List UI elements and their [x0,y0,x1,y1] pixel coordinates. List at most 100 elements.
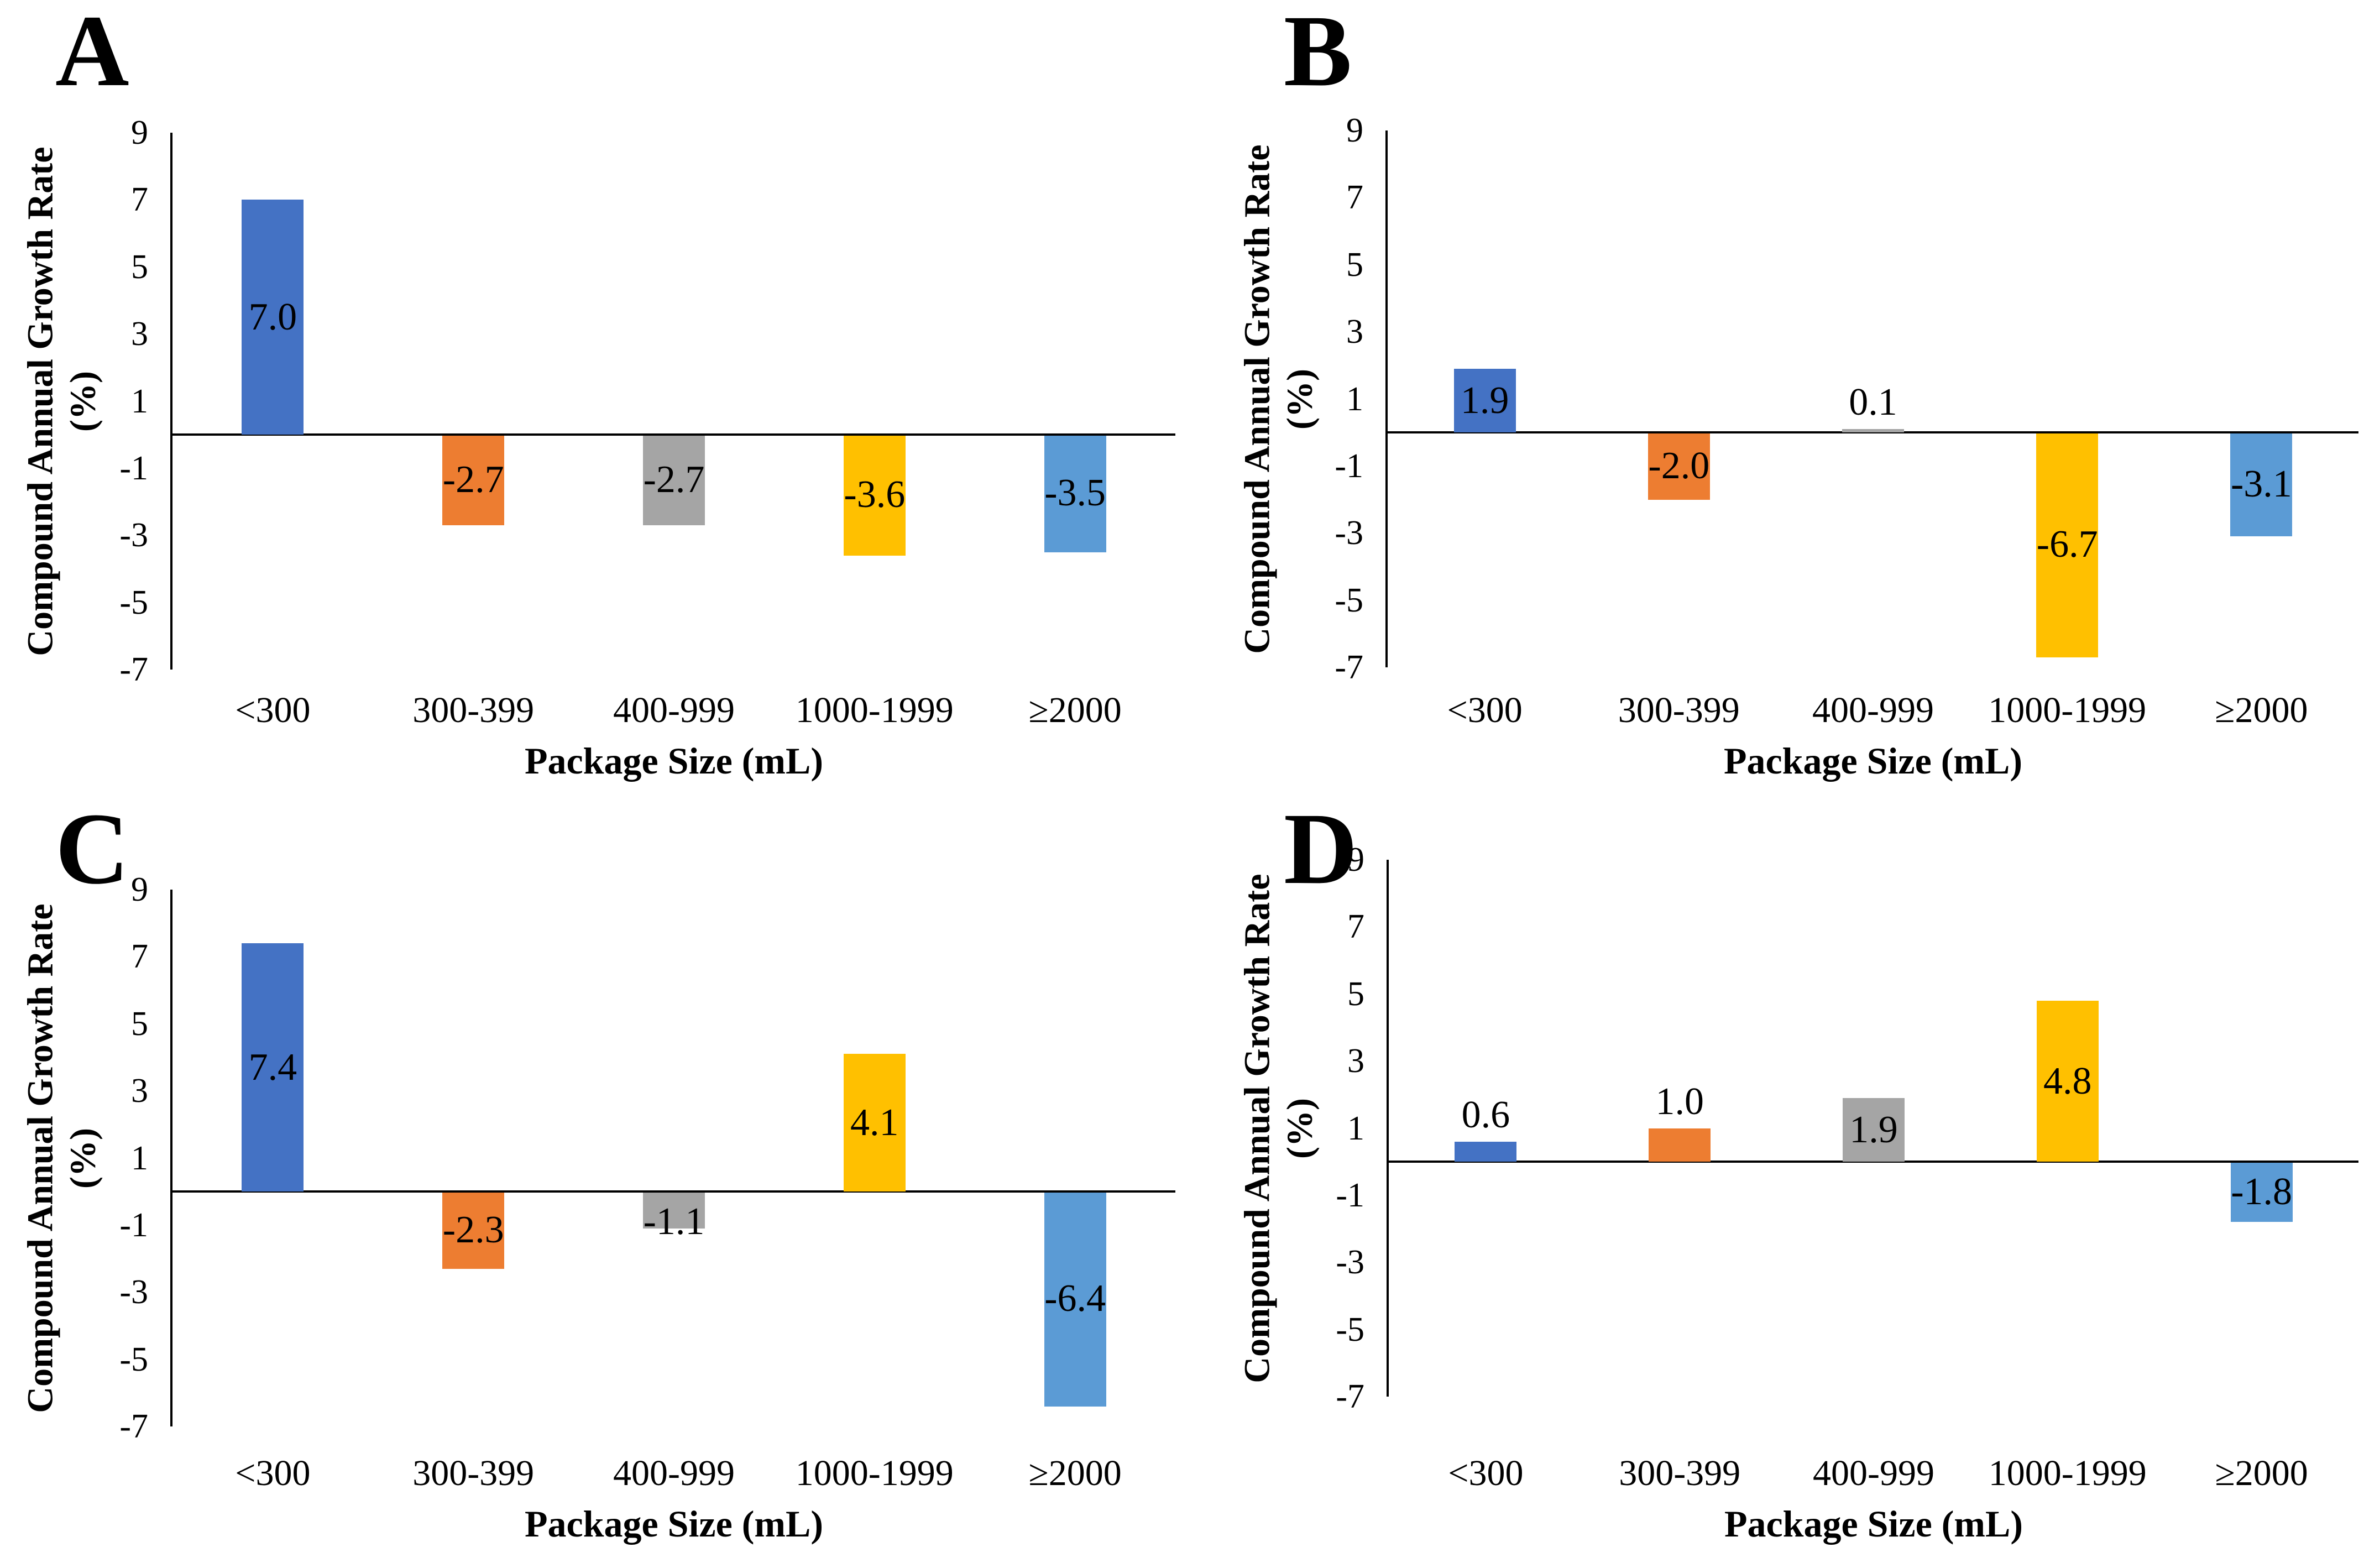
y-tick-label: -3 [1335,514,1363,552]
category-label: 400-999 [1812,690,1934,730]
panel-a: A Compound Annual Growth Rate (%) Packag… [0,0,1182,784]
bar-≥2000 [1044,1193,1106,1407]
y-tick-label: -3 [119,516,148,555]
category-label: <300 [1447,690,1523,730]
x-axis-title: Package Size (mL) [1723,740,2023,782]
x-axis-zero-line [1385,431,2358,434]
y-tick-label: -5 [119,583,148,621]
category-label: 400-999 [1813,1453,1934,1493]
bar-value-label: -3.1 [2230,463,2292,506]
y-tick-label: 9 [1346,112,1363,149]
bar-value-label: -6.7 [2036,523,2098,566]
y-tick-label: 1 [1346,380,1363,418]
category-label: 300-399 [412,690,535,730]
panel-letter-a: A [55,0,129,108]
y-tick-label: 7 [1347,908,1364,946]
bar-≥2000 [1044,436,1106,552]
y-tick-label: -7 [119,651,148,688]
bar-value-label: 1.9 [1849,1108,1898,1151]
y-tick-label: 3 [131,315,148,353]
y-tick-label: -3 [119,1273,148,1311]
bar-<300 [242,943,304,1192]
bar-value-label: 7.0 [248,295,297,338]
bar-1000-1999 [2036,433,2099,657]
bar-value-label: -6.4 [1044,1277,1106,1320]
y-tick-label: 1 [131,382,148,420]
bar-≥2000 [2230,433,2293,537]
bar-<300 [1455,1141,1517,1162]
y-axis-line [170,133,172,670]
bar-value-label: 0.6 [1461,1093,1510,1136]
bar-<300 [242,200,304,435]
bar-value-label: -1.1 [643,1200,705,1243]
y-tick-label: 7 [1346,179,1363,217]
panel-letter-c: C [55,792,129,906]
panel-c: C Compound Annual Growth Rate (%) Packag… [0,784,1182,1568]
y-tick-label: -7 [1336,1378,1364,1415]
category-label: 300-399 [412,1453,535,1493]
y-tick-label: -1 [1336,1176,1364,1214]
y-tick-label: 1 [1347,1109,1364,1147]
y-tick-label: 9 [131,871,148,908]
category-label: <300 [235,1453,311,1493]
y-tick-label: -3 [1336,1243,1364,1282]
bar-1000-1999 [2036,1000,2099,1162]
bar-400-999 [643,436,705,526]
bar-≥2000 [2230,1163,2293,1222]
bar-300-399 [442,436,505,526]
bar-value-label: 0.1 [1849,381,1897,424]
bar-300-399 [442,1193,505,1269]
bar-400-999 [1843,1097,1905,1162]
category-label: ≥2000 [2215,1453,2308,1493]
category-label: 400-999 [613,690,735,730]
y-tick-label: 3 [1347,1042,1364,1080]
y-tick-label: -5 [1335,581,1363,619]
bar-400-999 [643,1193,705,1229]
y-tick-label: 5 [131,1005,148,1043]
y-axis-line [1387,860,1389,1397]
y-tick-label: 5 [1346,245,1363,284]
bar-<300 [1453,368,1516,433]
x-axis-title: Package Size (mL) [524,1503,824,1545]
x-axis-zero-line [170,433,1175,436]
y-tick-label: -5 [1336,1310,1364,1349]
category-label: 1000-1999 [795,1453,954,1493]
category-label: 400-999 [613,1453,735,1493]
category-label: 1000-1999 [795,690,954,730]
y-axis-line [170,890,172,1426]
category-label: ≥2000 [1028,1453,1122,1493]
y-tick-label: -1 [119,449,148,487]
y-tick-label: 7 [131,181,148,219]
y-tick-label: -5 [119,1340,148,1378]
category-label: 300-399 [1619,1453,1741,1493]
y-tick-label: 7 [131,938,148,976]
y-axis-line [1385,130,1388,667]
bar-value-label: 4.1 [850,1101,899,1144]
bar-value-label: 1.9 [1460,379,1509,422]
y-tick-label: 5 [131,248,148,286]
bar-value-label: 4.8 [2043,1059,2092,1102]
category-label: ≥2000 [2215,690,2308,730]
y-tick-label: 1 [131,1139,148,1177]
x-axis-title: Package Size (mL) [1724,1503,2023,1545]
panel-letter-d: D [1284,792,1358,906]
x-axis-title: Package Size (mL) [524,740,824,782]
panel-letter-b: B [1284,0,1352,108]
category-label: ≥2000 [1028,690,1122,730]
bar-400-999 [1842,429,1904,433]
panel-d: D Compound Annual Growth Rate (%) Packag… [1182,784,2364,1568]
bar-value-label: -1.8 [2231,1170,2292,1213]
bar-value-label: -2.7 [643,458,705,501]
y-tick-label: 9 [131,114,148,151]
bar-1000-1999 [843,436,906,556]
category-label: 1000-1999 [1988,1453,2147,1493]
panel-b: B Compound Annual Growth Rate (%) Packag… [1182,0,2364,784]
y-tick-label: 5 [1347,975,1364,1013]
category-label: 1000-1999 [1988,690,2147,730]
category-label: 300-399 [1618,690,1740,730]
x-axis-zero-line [170,1190,1175,1193]
y-tick-label: 9 [1347,841,1364,879]
y-tick-label: 3 [1346,313,1363,351]
x-axis-zero-line [1387,1161,2358,1163]
bar-value-label: -2.0 [1648,444,1710,487]
